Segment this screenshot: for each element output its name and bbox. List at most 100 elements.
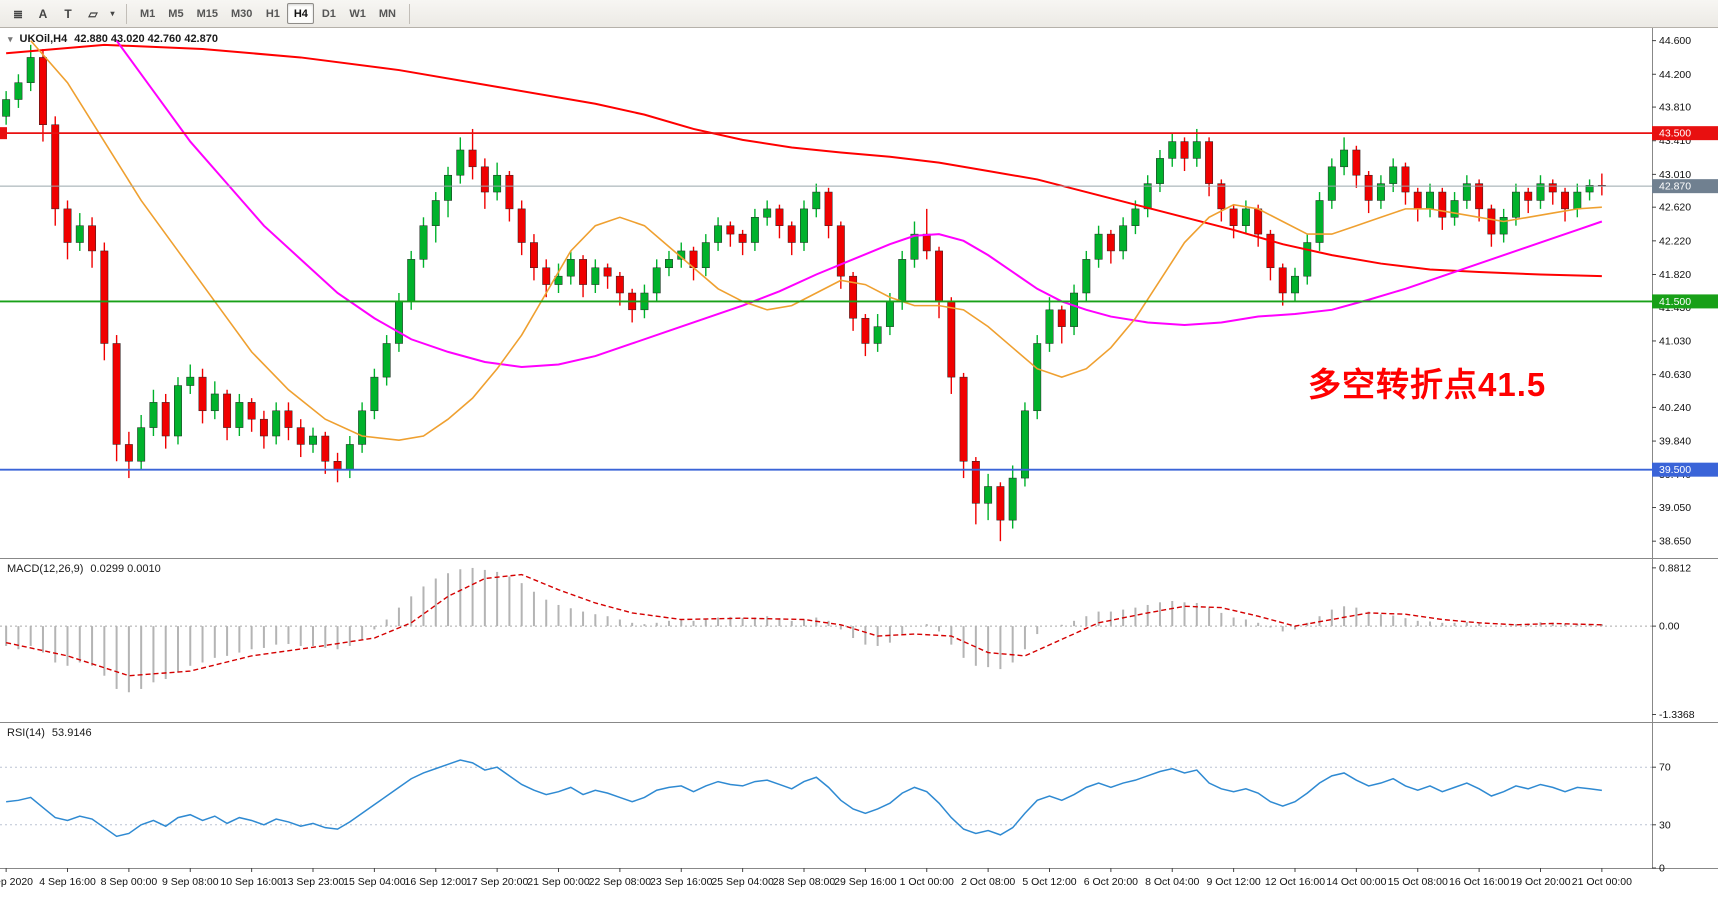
level-lines-layer <box>0 127 1652 471</box>
svg-text:44.600: 44.600 <box>1659 35 1691 47</box>
timeframe-m15[interactable]: M15 <box>196 7 218 20</box>
level-price-badge <box>1652 462 1718 477</box>
time-label: 23 Sep 16:00 <box>650 876 713 888</box>
time-label: 1 Oct 00:00 <box>900 876 954 888</box>
svg-text:43.010: 43.010 <box>1659 169 1691 181</box>
time-label: 19 Oct 20:00 <box>1510 876 1570 888</box>
timeframe-m1[interactable]: M1 <box>140 7 156 20</box>
chart-canvas[interactable]: 44.60044.20043.81043.41043.01042.62042.2… <box>0 28 1718 897</box>
time-label: 8 Oct 04:00 <box>1145 876 1199 888</box>
macd-pane <box>0 567 1652 693</box>
toolbar: ≣ A T ▱ ▾ M1 M5 M15 M30 H1 H4 D1 W1 MN <box>0 0 1718 28</box>
rsi-pane <box>0 759 1652 838</box>
template-icon[interactable]: T <box>64 6 72 21</box>
macd-signal-line <box>5 573 1602 677</box>
shapes-icon[interactable]: ▱ <box>88 6 98 21</box>
rsi-name: RSI(14) <box>7 727 45 739</box>
time-label: 3 Sep 2020 <box>0 876 33 888</box>
time-label: 8 Sep 00:00 <box>101 876 158 888</box>
svg-text:39.500: 39.500 <box>1659 464 1691 476</box>
time-label: 2 Oct 08:00 <box>961 876 1015 888</box>
toolbar-separator <box>126 3 127 24</box>
svg-text:43.810: 43.810 <box>1659 102 1691 114</box>
svg-text:39.050: 39.050 <box>1659 502 1691 514</box>
time-label: 28 Sep 08:00 <box>773 876 836 888</box>
time-label: 16 Oct 16:00 <box>1449 876 1509 888</box>
price-axis[interactable]: 44.60044.20043.81043.41043.01042.62042.2… <box>1652 35 1695 875</box>
time-label: 12 Oct 16:00 <box>1265 876 1325 888</box>
time-label: 17 Sep 20:00 <box>466 876 529 888</box>
svg-text:41.500: 41.500 <box>1659 296 1691 308</box>
svg-text:43.500: 43.500 <box>1659 128 1691 140</box>
slow-ma <box>6 43 1602 278</box>
time-label: 9 Sep 08:00 <box>162 876 219 888</box>
chart-area[interactable]: 44.600 44.200 43.810 43.410 43.010 42.620 42.2… <box>0 28 1718 897</box>
time-label: 5 Oct 12:00 <box>1022 876 1076 888</box>
rsi-line <box>6 759 1602 838</box>
svg-text:-1.3368: -1.3368 <box>1659 709 1695 721</box>
svg-text:70: 70 <box>1659 762 1671 774</box>
time-label: 14 Oct 00:00 <box>1326 876 1386 888</box>
time-label: 9 Oct 12:00 <box>1206 876 1260 888</box>
toolbar-separator <box>408 3 410 24</box>
timeframe-h1[interactable]: H1 <box>265 7 280 20</box>
ma-lines-layer <box>6 40 1603 442</box>
macd-values: 0.0299 0.0010 <box>90 563 161 575</box>
symbol-title: ▾ UKOil,H4 42.880 43.020 42.760 42.870 <box>8 33 218 45</box>
svg-text:42.620: 42.620 <box>1659 202 1691 214</box>
rsi-value: 53.9146 <box>51 727 92 739</box>
axis-badges: 43.500 41.500 39.500 42.870 <box>1652 126 1718 477</box>
time-label: 21 Oct 00:00 <box>1572 876 1632 888</box>
svg-text:41.030: 41.030 <box>1659 335 1691 347</box>
collapse-triangle-icon[interactable]: ▾ <box>8 33 13 44</box>
svg-text:38.650: 38.650 <box>1659 536 1691 548</box>
svg-text:42.220: 42.220 <box>1659 235 1691 247</box>
drawing-tools-group: ≣ A T ▱ ▾ <box>6 3 119 24</box>
time-label: 29 Sep 16:00 <box>834 876 897 888</box>
time-label: 13 Sep 23:00 <box>282 876 345 888</box>
time-label: 25 Sep 04:00 <box>711 876 774 888</box>
frame-layer <box>0 28 1718 869</box>
level-left-marker <box>0 127 7 140</box>
charts-list-icon[interactable]: ≣ <box>12 6 24 21</box>
timeframe-m5[interactable]: M5 <box>168 7 184 20</box>
svg-text:0.8812: 0.8812 <box>1659 562 1691 574</box>
time-axis[interactable]: 3 Sep 2020 4 Sep 16:00 8 Sep 00:00 9 Sep 08… <box>0 868 1632 888</box>
svg-text:40.240: 40.240 <box>1659 402 1691 414</box>
svg-text:40.630: 40.630 <box>1659 369 1691 381</box>
time-label: 16 Sep 12:00 <box>405 876 468 888</box>
svg-text:41.820: 41.820 <box>1659 269 1691 281</box>
svg-text:42.870: 42.870 <box>1659 181 1691 193</box>
shapes-caret-icon[interactable]: ▾ <box>110 9 115 18</box>
level-price-badge <box>1652 294 1718 309</box>
timeframe-d1[interactable]: D1 <box>321 7 336 20</box>
svg-text:0: 0 <box>1659 863 1665 875</box>
annotation-text: 多空转折点41.5 <box>1308 366 1547 403</box>
time-label: 6 Oct 20:00 <box>1084 876 1138 888</box>
macd-name: MACD(12,26,9) <box>7 563 84 575</box>
level-price-badge <box>1652 126 1718 141</box>
svg-text:30: 30 <box>1659 819 1671 831</box>
timeframe-mn[interactable]: MN <box>378 7 396 20</box>
timeframe-h4[interactable]: H4 <box>287 3 315 24</box>
fast-ma <box>30 40 1602 442</box>
time-label: 22 Sep 08:00 <box>589 876 652 888</box>
mid-ma <box>115 40 1603 369</box>
time-label: 4 Sep 16:00 <box>39 876 96 888</box>
time-label: 21 Sep 00:00 <box>527 876 590 888</box>
candles-layer <box>2 44 1606 542</box>
text-label-icon[interactable]: A <box>38 6 48 21</box>
timeframe-m30[interactable]: M30 <box>230 7 253 20</box>
timeframe-buttons-group: M1 M5 M15 M30 H1 H4 D1 W1 MN <box>134 3 402 24</box>
svg-text:0.00: 0.00 <box>1659 621 1680 633</box>
time-label: 10 Sep 16:00 <box>220 876 283 888</box>
time-label: 15 Oct 08:00 <box>1388 876 1448 888</box>
macd-label: MACD(12,26,9) 0.0299 0.0010 <box>7 563 161 575</box>
time-label: 15 Sep 04:00 <box>343 876 406 888</box>
timeframe-w1[interactable]: W1 <box>349 7 366 20</box>
svg-text:44.200: 44.200 <box>1659 69 1691 81</box>
svg-text:39.840: 39.840 <box>1659 436 1691 448</box>
ohlc-values: 42.880 43.020 42.760 42.870 <box>74 33 218 45</box>
rsi-label: RSI(14) 53.9146 <box>7 727 92 739</box>
